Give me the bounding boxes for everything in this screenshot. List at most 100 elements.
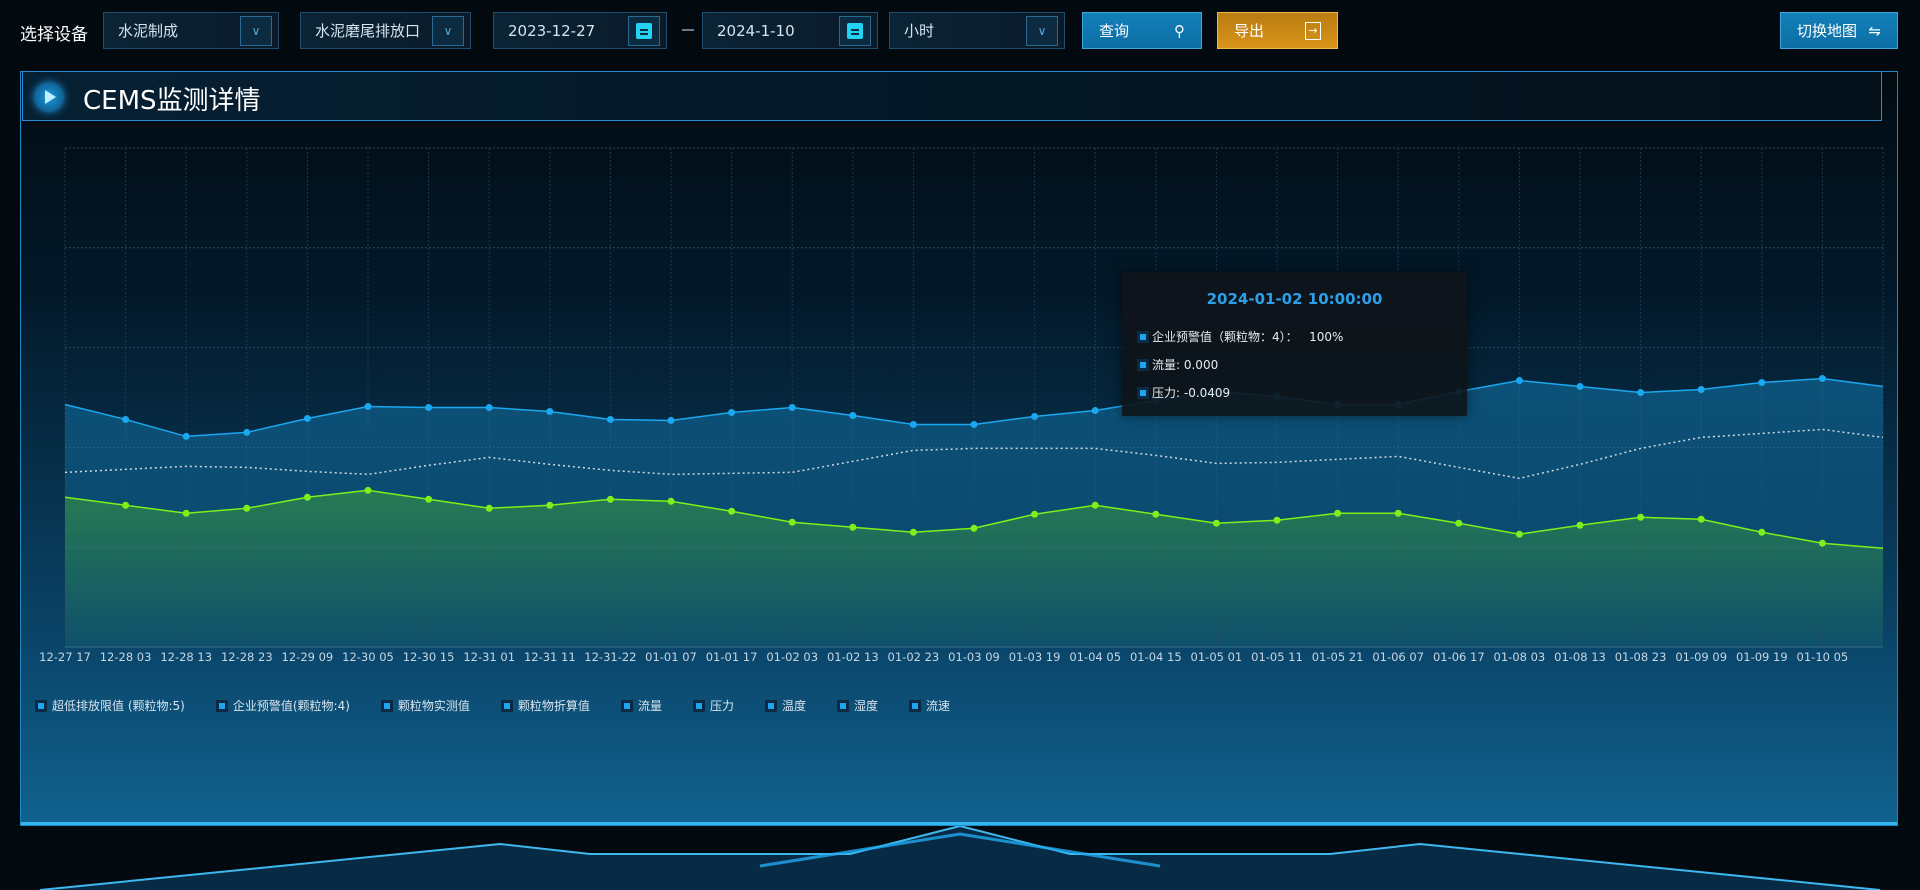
data-point <box>182 509 190 517</box>
device-select-value: 水泥制成 <box>118 22 179 40</box>
data-point <box>243 428 251 436</box>
x-tick-label: 01-09 09 <box>1675 650 1728 664</box>
x-tick-label: 01-08 23 <box>1614 650 1667 664</box>
data-point <box>1091 501 1099 509</box>
data-point <box>667 497 675 505</box>
data-point <box>546 407 554 415</box>
data-point <box>1334 509 1342 517</box>
x-tick-label: 01-01 17 <box>705 650 758 664</box>
data-point <box>546 501 554 509</box>
legend-label: 湿度 <box>853 699 878 713</box>
legend-item[interactable]: 超低排放限值 (颗粒物:5) <box>38 697 185 714</box>
legend-label: 温度 <box>781 699 806 713</box>
legend-item[interactable]: 颗粒物折算值 <box>503 697 590 714</box>
legend-label: 颗粒物实测值 <box>397 699 470 713</box>
x-tick-label: 01-01 07 <box>645 650 697 664</box>
export-label: 导出 <box>1234 22 1265 40</box>
data-point <box>485 403 493 411</box>
data-point <box>364 486 372 494</box>
end-date-value: 2024-1-10 <box>717 21 795 40</box>
data-point <box>485 504 493 512</box>
x-tick-label: 01-02 23 <box>887 650 940 664</box>
square-marker-icon <box>839 702 846 709</box>
x-tick-label: 01-06 07 <box>1372 650 1425 664</box>
data-point <box>425 495 433 503</box>
x-tick-label: 01-05 01 <box>1190 650 1243 664</box>
data-point <box>1758 379 1766 387</box>
data-point <box>1031 412 1039 420</box>
query-label: 查询 <box>1099 22 1130 40</box>
outlet-select[interactable]: 水泥磨尾排放口 ∨ <box>300 12 471 49</box>
data-point <box>909 420 917 428</box>
chevron-down-icon[interactable]: ∨ <box>432 16 464 46</box>
data-point <box>303 414 311 422</box>
data-point <box>909 528 917 536</box>
end-date-input[interactable]: 2024-1-10 <box>702 12 878 49</box>
tooltip-row-text: 压力: -0.0409 <box>1152 386 1231 400</box>
square-marker-icon <box>218 702 225 709</box>
square-marker-icon <box>695 702 702 709</box>
x-tick-label: 01-08 03 <box>1493 650 1546 664</box>
data-point <box>970 420 978 428</box>
data-point <box>1697 386 1705 394</box>
data-point <box>122 501 130 509</box>
start-date-input[interactable]: 2023-12-27 <box>493 12 667 49</box>
page-title: CEMS监测详情 <box>83 86 261 116</box>
data-point <box>1091 406 1099 414</box>
tooltip-row: 流量: 0.000 <box>1140 356 1218 373</box>
data-point <box>788 403 796 411</box>
chevron-down-icon[interactable]: ∨ <box>240 16 272 46</box>
start-date-value: 2023-12-27 <box>508 21 596 40</box>
calendar-icon[interactable] <box>628 16 660 46</box>
x-tick-label: 12-27 17 <box>39 650 91 664</box>
interval-select[interactable]: 小时 ∨ <box>889 12 1065 49</box>
square-marker-icon <box>38 702 44 709</box>
data-point <box>1637 513 1645 521</box>
chart-tooltip: 2024-01-02 10:00:00 企业预警值（颗粒物：4）： 100% 流… <box>1122 272 1467 416</box>
data-point <box>1637 389 1645 397</box>
tooltip-title: 2024-01-02 10:00:00 <box>1206 290 1383 308</box>
switch-map-label: 切换地图 <box>1797 22 1858 40</box>
legend-item[interactable]: 颗粒物实测值 <box>383 697 470 714</box>
x-tick-label: 12-28 03 <box>99 650 152 664</box>
export-button[interactable]: 导出 → <box>1217 12 1338 49</box>
legend-label: 超低排放限值 (颗粒物:5) <box>52 699 185 713</box>
date-range-separator <box>682 29 694 31</box>
legend-item[interactable]: 温度 <box>767 697 806 714</box>
legend-item[interactable]: 流量 <box>623 697 662 714</box>
data-point <box>788 518 796 526</box>
chevron-down-icon[interactable]: ∨ <box>1026 16 1058 46</box>
legend-item[interactable]: 流速 <box>912 697 950 714</box>
exit-icon: → <box>1305 21 1321 40</box>
legend-label: 企业预警值(颗粒物:4) <box>232 699 350 713</box>
x-tick-label: 12-31-22 <box>584 650 637 664</box>
tooltip-row: 压力: -0.0409 <box>1140 384 1230 401</box>
device-select[interactable]: 水泥制成 ∨ <box>103 12 279 49</box>
data-point <box>1212 519 1220 527</box>
x-tick-label: 01-06 17 <box>1432 650 1485 664</box>
data-point <box>1031 510 1039 518</box>
query-button[interactable]: 查询 ⚲ <box>1082 12 1202 49</box>
outlet-select-value: 水泥磨尾排放口 <box>315 22 421 40</box>
data-point <box>425 403 433 411</box>
data-point <box>243 504 251 512</box>
legend-item[interactable]: 企业预警值(颗粒物:4) <box>218 697 350 714</box>
tooltip-row: 企业预警值（颗粒物：4）： 100% <box>1140 328 1343 345</box>
x-tick-label: 01-05 21 <box>1311 650 1364 664</box>
square-marker-icon <box>912 702 918 709</box>
x-tick-label: 12-29 09 <box>281 650 334 664</box>
x-tick-label: 12-31 01 <box>463 650 516 664</box>
switch-map-button[interactable]: 切换地图 ⇋ <box>1780 12 1898 49</box>
data-point <box>1818 539 1826 547</box>
calendar-icon[interactable] <box>839 16 871 46</box>
square-marker-icon <box>1140 333 1146 340</box>
legend-item[interactable]: 湿度 <box>839 697 878 714</box>
data-point <box>849 411 857 419</box>
swap-icon: ⇋ <box>1868 21 1881 40</box>
x-tick-label: 01-03 09 <box>948 650 1000 664</box>
legend-item[interactable]: 压力 <box>695 697 734 714</box>
data-point <box>606 415 614 423</box>
x-tick-label: 12-31 11 <box>523 650 576 664</box>
x-tick-label: 01-04 15 <box>1129 650 1182 664</box>
x-tick-label: 12-28 13 <box>160 650 213 664</box>
